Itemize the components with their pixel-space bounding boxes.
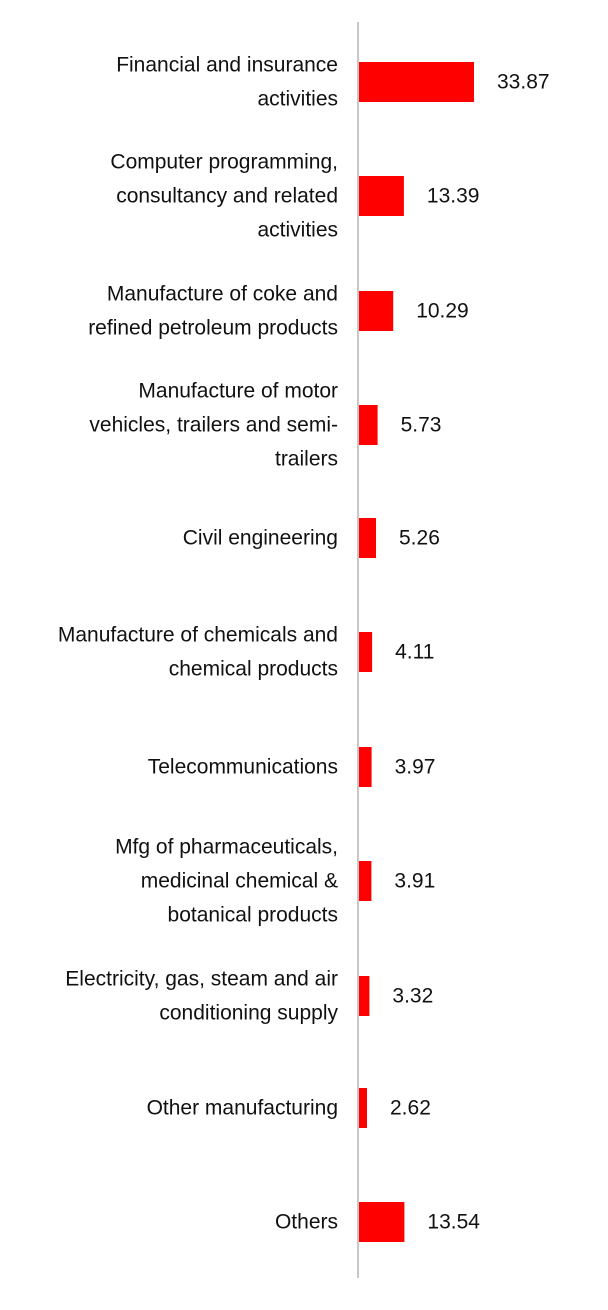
category-label: Manufacture of coke and refined petroleum… bbox=[88, 283, 338, 340]
category-label: Manufacture of motor vehicles, trailers a… bbox=[89, 380, 338, 471]
category-label-line: Mfg of pharmaceuticals, bbox=[115, 836, 338, 859]
data-label: 4.11 bbox=[395, 641, 434, 664]
data-label: 33.87 bbox=[497, 71, 550, 94]
category-label: Others bbox=[275, 1211, 338, 1234]
category-label-line: Manufacture of coke and bbox=[107, 283, 338, 306]
category-label-line: Manufacture of motor bbox=[138, 380, 338, 403]
category-label-line: vehicles, trailers and semi- bbox=[89, 414, 338, 437]
data-label: 2.62 bbox=[390, 1097, 431, 1120]
category-label-line: consultancy and related bbox=[116, 185, 338, 208]
data-label: 13.54 bbox=[427, 1211, 480, 1234]
bar bbox=[358, 747, 372, 787]
bar bbox=[358, 1202, 405, 1242]
category-label-line: trailers bbox=[275, 448, 338, 471]
category-label-line: activities bbox=[257, 88, 338, 111]
category-label-line: Manufacture of chemicals and bbox=[58, 624, 338, 647]
category-label-line: botanical products bbox=[168, 904, 338, 927]
bar bbox=[358, 1088, 367, 1128]
bar bbox=[358, 176, 404, 216]
data-label: 3.97 bbox=[395, 756, 436, 779]
bar bbox=[358, 518, 376, 558]
data-label: 5.73 bbox=[401, 414, 442, 437]
category-label-line: Telecommunications bbox=[148, 756, 338, 779]
category-label: Other manufacturing bbox=[147, 1097, 338, 1120]
category-label-line: medicinal chemical & bbox=[141, 870, 338, 893]
category-label: Computer programming, consultancy and rel… bbox=[110, 151, 338, 242]
data-label: 3.32 bbox=[392, 985, 433, 1008]
data-label: 5.26 bbox=[399, 527, 440, 550]
category-label-line: activities bbox=[257, 219, 338, 242]
category-label-line: Other manufacturing bbox=[147, 1097, 338, 1120]
bar bbox=[358, 62, 474, 102]
category-label: Manufacture of chemicals and chemical pro… bbox=[58, 624, 338, 681]
category-label: Electricity, gas, steam and air condition… bbox=[65, 968, 338, 1025]
bar bbox=[358, 861, 372, 901]
value-labels-group: 33.87 13.39 10.29 5.73 5.26 4.11 3.97 3.91 3.32 2… bbox=[390, 71, 550, 1234]
category-label-line: conditioning supply bbox=[159, 1002, 338, 1025]
data-label: 10.29 bbox=[416, 300, 469, 323]
category-label: Civil engineering bbox=[183, 527, 338, 550]
bar bbox=[358, 632, 373, 672]
category-label-line: chemical products bbox=[169, 658, 338, 681]
category-label-line: Civil engineering bbox=[183, 527, 338, 550]
category-labels-group: Financial and insuranceactivitiesCompute… bbox=[58, 54, 339, 1234]
category-label-line: refined petroleum products bbox=[88, 317, 338, 340]
bar bbox=[358, 291, 394, 331]
category-label: Telecommunications bbox=[148, 756, 338, 779]
bars-group bbox=[358, 62, 474, 1242]
data-label: 13.39 bbox=[427, 185, 480, 208]
category-label-line: Others bbox=[275, 1211, 338, 1234]
category-label: Financial and insurance activities bbox=[116, 54, 338, 111]
category-label-line: Electricity, gas, steam and air bbox=[65, 968, 338, 991]
bar bbox=[358, 976, 370, 1016]
data-label: 3.91 bbox=[394, 870, 435, 893]
category-label: Mfg of pharmaceuticals, medicinal chemica… bbox=[115, 836, 338, 927]
category-label-line: Financial and insurance bbox=[116, 54, 338, 77]
category-label-line: Computer programming, bbox=[110, 151, 338, 174]
bar bbox=[358, 405, 378, 445]
